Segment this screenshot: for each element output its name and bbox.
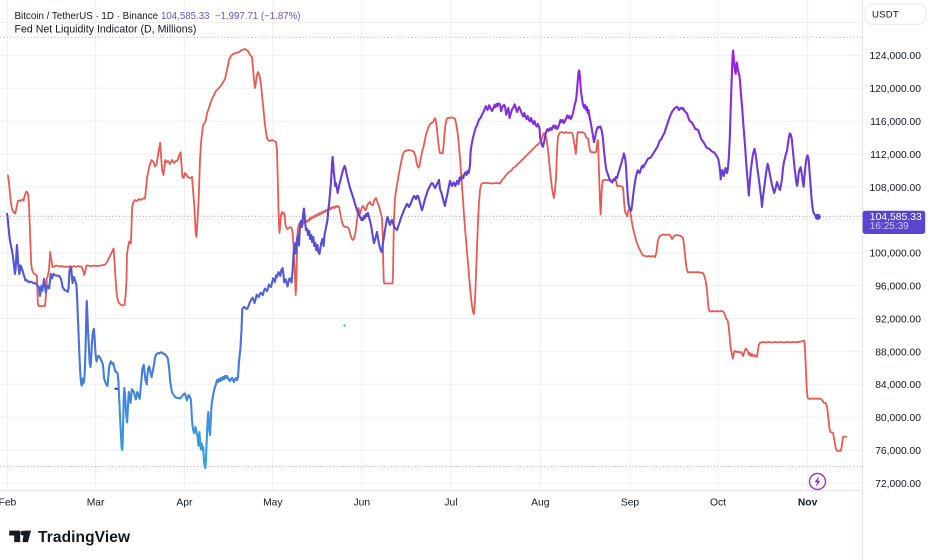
svg-text:USDT: USDT	[872, 10, 899, 21]
svg-text:Feb: Feb	[0, 498, 17, 509]
svg-text:120,000.00: 120,000.00	[869, 84, 921, 95]
svg-text:112,000.00: 112,000.00	[870, 150, 921, 161]
svg-text:Apr: Apr	[176, 498, 193, 509]
svg-text:76,000.00: 76,000.00	[875, 446, 921, 457]
svg-text:16:25:39: 16:25:39	[870, 221, 909, 232]
svg-text:Aug: Aug	[531, 498, 550, 509]
svg-text:92,000.00: 92,000.00	[875, 314, 921, 325]
svg-text:Bitcoin / TetherUS · 1D · Bina: Bitcoin / TetherUS · 1D · Binance	[15, 11, 159, 22]
svg-text:May: May	[263, 498, 283, 509]
svg-text:100,000.00: 100,000.00	[869, 249, 921, 260]
svg-text:116,000.00: 116,000.00	[870, 117, 921, 128]
svg-text:84,000.00: 84,000.00	[875, 380, 921, 391]
svg-text:Mar: Mar	[87, 498, 105, 509]
svg-text:96,000.00: 96,000.00	[875, 282, 921, 293]
svg-text:72,000.00: 72,000.00	[875, 479, 921, 490]
svg-text:88,000.00: 88,000.00	[875, 347, 921, 358]
svg-text:80,000.00: 80,000.00	[875, 413, 921, 424]
svg-text:108,000.00: 108,000.00	[869, 183, 921, 194]
svg-text:Jul: Jul	[444, 498, 457, 509]
svg-text:124,000.00: 124,000.00	[869, 51, 921, 62]
svg-text:TradingView: TradingView	[38, 529, 131, 546]
svg-text:Nov: Nov	[798, 498, 818, 509]
svg-text:Sep: Sep	[621, 498, 640, 509]
svg-text:Oct: Oct	[710, 498, 726, 509]
svg-text:104,585.33: 104,585.33	[870, 212, 922, 223]
svg-text:104,585.33 −1,997.71 (−1.87%): 104,585.33 −1,997.71 (−1.87%)	[161, 11, 301, 22]
svg-text:Fed Net Liquidity Indicator (D: Fed Net Liquidity Indicator (D, Millions…	[15, 24, 197, 36]
svg-text:Jun: Jun	[353, 498, 370, 509]
